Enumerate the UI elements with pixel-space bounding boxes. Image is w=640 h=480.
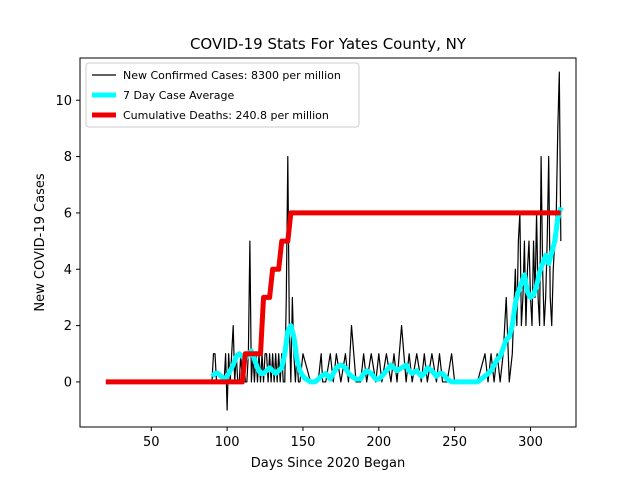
x-tick-label: 100	[215, 435, 240, 450]
x-ticks: 50 100 150 200 250 300	[143, 427, 543, 450]
y-tick-label: 8	[64, 150, 72, 165]
y-tick-label: 4	[64, 263, 72, 278]
y-ticks: 0 2 4 6 8 10	[55, 94, 80, 390]
x-axis-label: Days Since 2020 Began	[251, 456, 406, 471]
legend-label: New Confirmed Cases: 8300 per million	[123, 69, 341, 82]
y-tick-label: 2	[64, 319, 72, 334]
series-layer	[105, 71, 564, 411]
y-tick-label: 6	[64, 206, 72, 221]
legend: New Confirmed Cases: 8300 per million 7 D…	[85, 62, 360, 128]
legend-box	[85, 62, 360, 128]
chart-title: COVID-19 Stats For Yates County, NY	[190, 35, 467, 53]
legend-label: 7 Day Case Average	[123, 89, 235, 102]
y-axis-label: New COVID-19 Cases	[33, 173, 48, 311]
series-line-1	[211, 71, 562, 411]
x-tick-label: 50	[143, 435, 160, 450]
plot-frame	[79, 57, 577, 428]
y-tick-label: 0	[64, 375, 72, 390]
x-tick-label: 250	[442, 435, 467, 450]
series-line-2	[210, 206, 564, 385]
x-tick-label: 150	[291, 435, 316, 450]
x-tick-label: 200	[366, 435, 391, 450]
y-tick-label: 10	[55, 94, 72, 109]
x-tick-label: 300	[518, 435, 543, 450]
legend-label: Cumulative Deaths: 240.8 per million	[123, 109, 329, 122]
series-line-3	[105, 210, 561, 385]
